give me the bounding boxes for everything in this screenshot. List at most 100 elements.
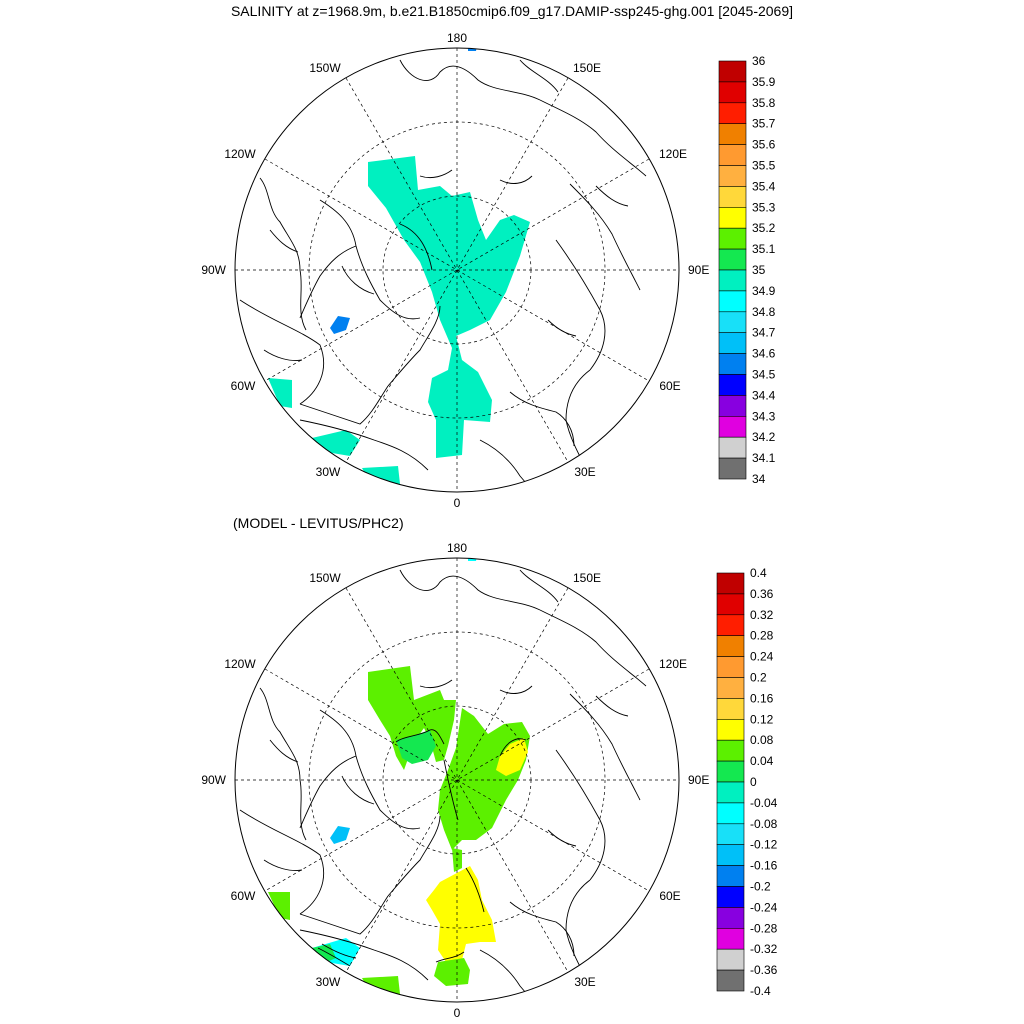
lon-label-30w-b: 30W	[316, 975, 341, 989]
colorbar-difference-swatch-11	[716, 802, 745, 825]
colorbar-difference-label-12: -0.08	[750, 817, 778, 831]
colorbar-difference-swatch-18	[716, 948, 745, 971]
lon-label-150e-b: 150E	[573, 571, 601, 585]
colorbar-salinity-label-13: 34.7	[752, 326, 776, 340]
colorbar-difference-swatch-13	[716, 844, 745, 866]
colorbar-difference-swatch-3	[716, 635, 745, 657]
colorbar-salinity-label-0: 36	[752, 54, 766, 68]
colorbar-salinity-swatch-9	[718, 248, 747, 271]
lon-label-150w: 150W	[309, 61, 341, 75]
colorbar-salinity-swatch-14	[718, 353, 747, 375]
colorbar-salinity-swatch-17	[718, 415, 747, 438]
colorbar-salinity-label-12: 34.8	[752, 305, 776, 319]
map-boundary-top	[234, 47, 680, 493]
colorbar-difference-swatch-10	[716, 781, 745, 804]
colorbar-salinity-swatch-19	[718, 457, 747, 480]
lon-label-180: 180	[447, 31, 467, 45]
colorbar-salinity-swatch-7	[718, 207, 747, 229]
colorbar-salinity-swatch-5	[718, 165, 747, 187]
colorbar-difference-label-5: 0.2	[750, 671, 767, 685]
diff-region-labrador-green	[268, 892, 290, 920]
colorbar-difference-label-13: -0.12	[750, 838, 778, 852]
colorbar-salinity-label-19: 34.1	[752, 451, 776, 465]
colorbar-difference-label-19: -0.36	[750, 963, 778, 977]
colorbar-salinity-swatch-3	[718, 123, 747, 145]
colorbar-salinity-swatch-13	[718, 332, 747, 354]
colorbar-salinity-label-8: 35.2	[752, 221, 776, 235]
colorbar-difference-swatch-16	[716, 907, 745, 929]
colorbar-salinity: 36 35.9 35.8 35.7 35.6 35.5 35.4 35.3 35.2 35.1 35…	[718, 54, 776, 486]
colorbar-salinity-label-15: 34.5	[752, 368, 776, 382]
colorbar-difference-label-4: 0.24	[750, 650, 774, 664]
salinity-region-greenland-sea	[268, 378, 292, 408]
lon-label-120w-b: 120W	[224, 657, 256, 671]
colorbar-salinity-label-9: 35.1	[752, 242, 776, 256]
salinity-map-panel: 180 0 90W 90E 150W 120W 150E 120E 60W 30…	[201, 31, 709, 510]
colorbar-difference-swatch-8	[716, 739, 745, 762]
lon-label-30e-b: 30E	[574, 975, 595, 989]
colorbar-salinity-swatch-11	[718, 290, 747, 313]
contours-bottom	[317, 729, 527, 967]
colorbar-difference-label-8: 0.08	[750, 733, 774, 747]
lon-label-120w: 120W	[224, 147, 256, 161]
diff-region-makarov	[396, 730, 436, 764]
colorbar-difference-label-20: -0.4	[750, 984, 771, 998]
colorbar-salinity-label-20: 34	[752, 472, 766, 486]
diff-region-iceland-green	[362, 976, 400, 994]
colorbar-difference-swatch-7	[716, 718, 745, 741]
colorbar-difference-swatch-4	[716, 656, 745, 678]
colorbar-salinity-label-18: 34.2	[752, 430, 776, 444]
colorbar-difference-swatch-0	[716, 572, 745, 595]
colorbar-difference-label-6: 0.16	[750, 691, 774, 705]
colorbar-salinity-swatch-18	[718, 436, 747, 459]
colorbar-difference-label-14: -0.16	[750, 859, 778, 873]
colorbar-difference-label-3: 0.28	[750, 629, 774, 643]
figure-title: SALINITY at z=1968.9m, b.e21.B1850cmip6.…	[230, 3, 794, 19]
difference-subtitle: (MODEL - LEVITUS/PHC2)	[233, 515, 404, 531]
colorbar-difference-swatch-1	[716, 593, 745, 616]
colorbar-difference-label-17: -0.28	[750, 921, 778, 935]
lon-label-90e-b: 90E	[688, 773, 709, 787]
lon-label-120e-b: 120E	[659, 657, 687, 671]
lon-label-150w-b: 150W	[309, 571, 341, 585]
colorbar-difference-swatch-6	[716, 698, 745, 720]
lon-label-30e: 30E	[574, 465, 595, 479]
colorbar-difference-label-18: -0.32	[750, 942, 778, 956]
salinity-region-irminger	[312, 430, 360, 456]
colorbar-difference-label-2: 0.32	[750, 608, 774, 622]
colorbar-difference-label-16: -0.24	[750, 900, 778, 914]
diff-region-baffin-blue	[330, 826, 350, 844]
colorbar-salinity-label-16: 34.4	[752, 388, 776, 402]
lon-label-60w-b: 60W	[231, 889, 256, 903]
lon-label-150e: 150E	[573, 61, 601, 75]
colorbar-salinity-swatch-0	[718, 60, 747, 83]
colorbar-difference-label-0: 0.4	[750, 566, 767, 580]
colorbar-difference-label-9: 0.04	[750, 754, 774, 768]
salinity-region-arctic-basin	[368, 156, 530, 458]
lon-label-90w: 90W	[201, 263, 226, 277]
colorbar-salinity-label-6: 35.4	[752, 179, 776, 193]
diff-region-lomonosov-yellow	[496, 738, 528, 776]
diff-region-greenland-sea-yellow	[426, 866, 496, 962]
colorbar-salinity-swatch-4	[718, 144, 747, 166]
salinity-region-baffin	[330, 316, 350, 334]
colorbar-salinity-label-3: 35.7	[752, 117, 776, 131]
diff-region-norwegian-green	[434, 958, 470, 986]
lon-label-90w-b: 90W	[201, 773, 226, 787]
colorbar-salinity-swatch-10	[718, 269, 747, 292]
colorbar-salinity-swatch-1	[718, 81, 747, 104]
colorbar-difference-swatch-9	[716, 760, 745, 783]
colorbar-salinity-label-4: 35.6	[752, 138, 776, 152]
colorbar-salinity-label-17: 34.3	[752, 409, 776, 423]
colorbar-difference-swatch-19	[716, 969, 745, 992]
colorbar-salinity-swatch-2	[718, 102, 747, 125]
colorbar-salinity-swatch-15	[718, 374, 747, 396]
lon-label-60e-b: 60E	[659, 889, 680, 903]
lon-label-120e: 120E	[659, 147, 687, 161]
map-boundary-bottom	[234, 557, 680, 1003]
colorbar-difference-label-15: -0.2	[750, 880, 771, 894]
colorbar-difference-swatch-15	[716, 886, 745, 908]
colorbar-difference-swatch-17	[716, 927, 745, 950]
colorbar-difference-label-11: -0.04	[750, 796, 778, 810]
lon-label-60e: 60E	[659, 379, 680, 393]
